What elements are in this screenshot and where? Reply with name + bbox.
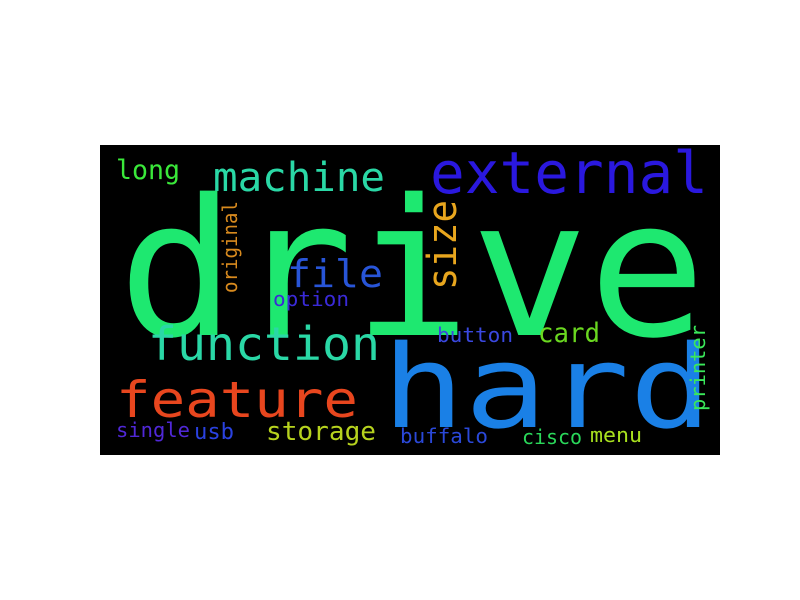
word-long: long bbox=[116, 155, 180, 186]
word-card: card bbox=[538, 318, 600, 349]
word-original: original bbox=[218, 201, 242, 293]
word-buffalo: buffalo bbox=[400, 424, 488, 448]
word-machine: machine bbox=[213, 155, 385, 201]
word-cisco: cisco bbox=[522, 425, 582, 449]
word-cloud: drive hard external function feature machine s… bbox=[100, 145, 720, 455]
word-storage: storage bbox=[266, 417, 376, 447]
word-hard: hard bbox=[382, 321, 712, 455]
word-drive: drive bbox=[118, 159, 706, 380]
word-function: function bbox=[148, 317, 380, 371]
word-option: option bbox=[273, 287, 349, 311]
word-external: external bbox=[430, 145, 708, 207]
word-printer: printer bbox=[686, 325, 710, 411]
word-file: file bbox=[287, 252, 383, 296]
word-button: button bbox=[437, 323, 513, 347]
word-usb: usb bbox=[194, 420, 234, 445]
word-single: single bbox=[116, 418, 190, 442]
word-menu: menu bbox=[590, 423, 642, 447]
word-feature: feature bbox=[116, 371, 358, 429]
word-size: size bbox=[420, 200, 466, 290]
